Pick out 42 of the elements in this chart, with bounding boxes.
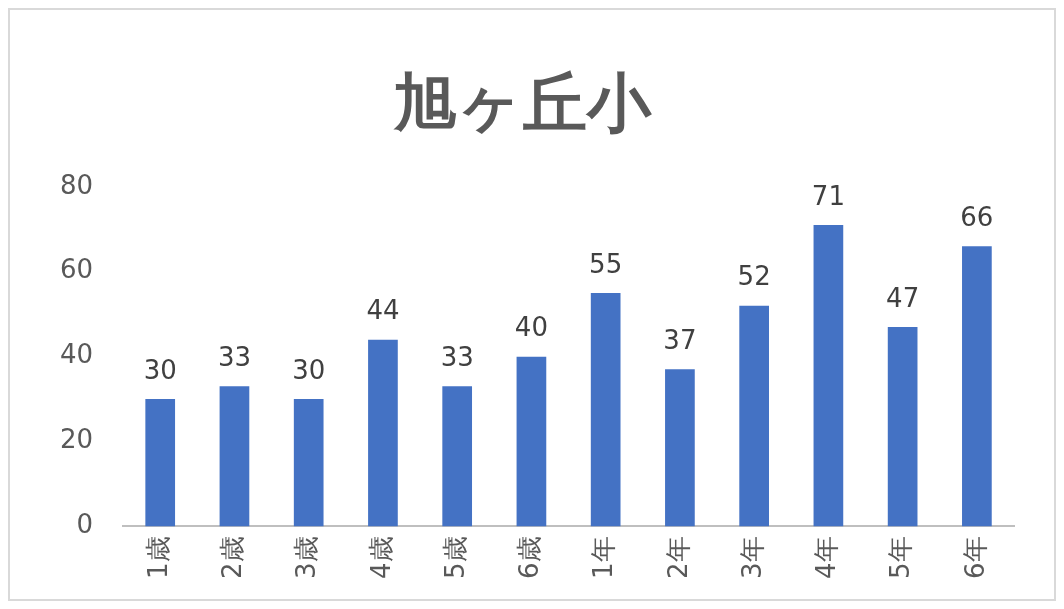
x-tick-label: 3歳 xyxy=(291,536,322,579)
x-tick-label: 2年 xyxy=(662,536,693,579)
bar xyxy=(590,292,621,527)
data-label: 71 xyxy=(811,180,845,211)
data-label: 30 xyxy=(292,354,326,385)
bar xyxy=(962,246,992,527)
data-label: 37 xyxy=(663,325,697,356)
x-tick-label: 6年 xyxy=(959,536,990,579)
x-tick-label: 6歳 xyxy=(514,536,545,579)
chart-title: 旭ヶ丘小 xyxy=(393,66,652,141)
data-label: 33 xyxy=(217,342,251,373)
x-tick-label: 4年 xyxy=(811,536,842,579)
data-label: 55 xyxy=(589,248,623,279)
bar xyxy=(293,399,324,527)
bar xyxy=(887,326,918,527)
bar xyxy=(516,356,547,527)
data-label: 47 xyxy=(886,282,920,313)
x-tick-label: 3年 xyxy=(736,536,767,579)
data-label: 44 xyxy=(366,295,400,326)
bar xyxy=(813,225,844,527)
bar xyxy=(219,386,250,527)
data-label: 30 xyxy=(143,354,177,385)
data-label: 66 xyxy=(960,201,994,232)
data-label: 52 xyxy=(737,261,771,292)
y-tick-label: 60 xyxy=(59,254,94,285)
bar xyxy=(145,399,176,527)
y-tick-label: 20 xyxy=(59,424,94,455)
x-tick-label: 1年 xyxy=(588,536,619,579)
bar xyxy=(739,305,769,527)
x-tick-label: 2歳 xyxy=(217,536,248,579)
bar xyxy=(665,369,695,527)
y-tick-label: 0 xyxy=(76,509,94,540)
y-tick-label: 40 xyxy=(59,339,94,370)
bar xyxy=(442,386,473,527)
x-tick-label: 5年 xyxy=(885,536,916,579)
x-tick-label: 4歳 xyxy=(365,536,396,579)
bar xyxy=(368,339,398,527)
data-label: 33 xyxy=(440,342,474,373)
x-tick-label: 1歳 xyxy=(142,536,173,579)
data-label: 40 xyxy=(514,312,548,343)
x-tick-label: 5歳 xyxy=(439,536,470,579)
y-tick-label: 80 xyxy=(59,169,94,200)
